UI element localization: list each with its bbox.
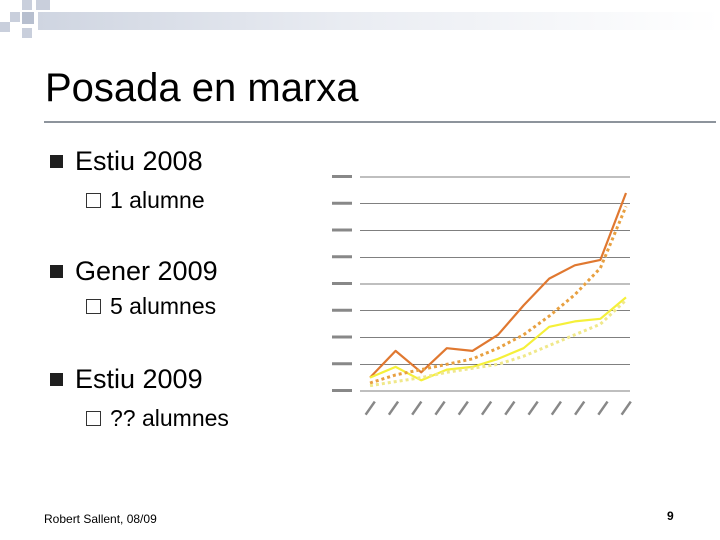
x-tick-label	[504, 400, 516, 416]
checkbox-bullet-icon	[86, 299, 101, 314]
x-tick-label	[480, 400, 493, 416]
y-tick-label	[332, 362, 352, 366]
series-line-yellow	[369, 296, 627, 382]
x-tick-label	[574, 400, 586, 416]
y-tick-label	[332, 201, 352, 205]
y-tick-label	[332, 389, 352, 392]
page-number: 9	[667, 509, 674, 523]
y-tick-label	[332, 282, 352, 285]
y-tick-label	[332, 228, 352, 232]
growth-line-chart	[332, 175, 632, 416]
sub-bullet-item: ?? alumnes	[110, 405, 229, 431]
series-line-orange	[369, 192, 628, 379]
header-band	[38, 12, 720, 30]
x-tick-label	[527, 400, 539, 416]
x-tick-label	[620, 400, 632, 416]
bullet-marker	[50, 373, 63, 386]
x-tick-label	[364, 400, 376, 416]
checkbox-bullet-icon	[86, 411, 101, 426]
bullet-item: Estiu 2009	[75, 364, 203, 394]
bullet-marker	[50, 265, 63, 278]
x-tick-label	[457, 400, 469, 416]
checkbox-bullet-icon	[86, 193, 101, 208]
y-tick-label	[332, 308, 352, 312]
footer-author: Robert Sallent, 08/09	[44, 512, 157, 526]
title-divider	[44, 121, 716, 123]
chart-x-ticks	[364, 400, 632, 416]
bullet-marker	[50, 155, 63, 168]
chart-series	[369, 192, 628, 388]
y-tick-label	[332, 175, 352, 178]
sub-bullet-item: 5 alumnes	[110, 293, 217, 319]
bullet-item: Gener 2009	[75, 256, 218, 286]
x-tick-label	[411, 400, 423, 416]
series-line-yellow_dotted	[369, 299, 628, 388]
decorative-squares	[0, 0, 60, 40]
series-line-orange_dotted	[369, 205, 628, 385]
sub-bullet-item: 1 alumne	[110, 187, 205, 213]
x-tick-label	[387, 400, 400, 416]
slide-title: Posada en marxa	[45, 66, 359, 110]
x-tick-label	[434, 400, 446, 416]
y-tick-label	[332, 255, 352, 259]
y-tick-label	[332, 335, 352, 339]
chart-y-ticks	[332, 175, 352, 392]
x-tick-label	[597, 400, 609, 416]
x-tick-label	[550, 400, 562, 416]
bullet-item: Estiu 2008	[75, 146, 203, 176]
